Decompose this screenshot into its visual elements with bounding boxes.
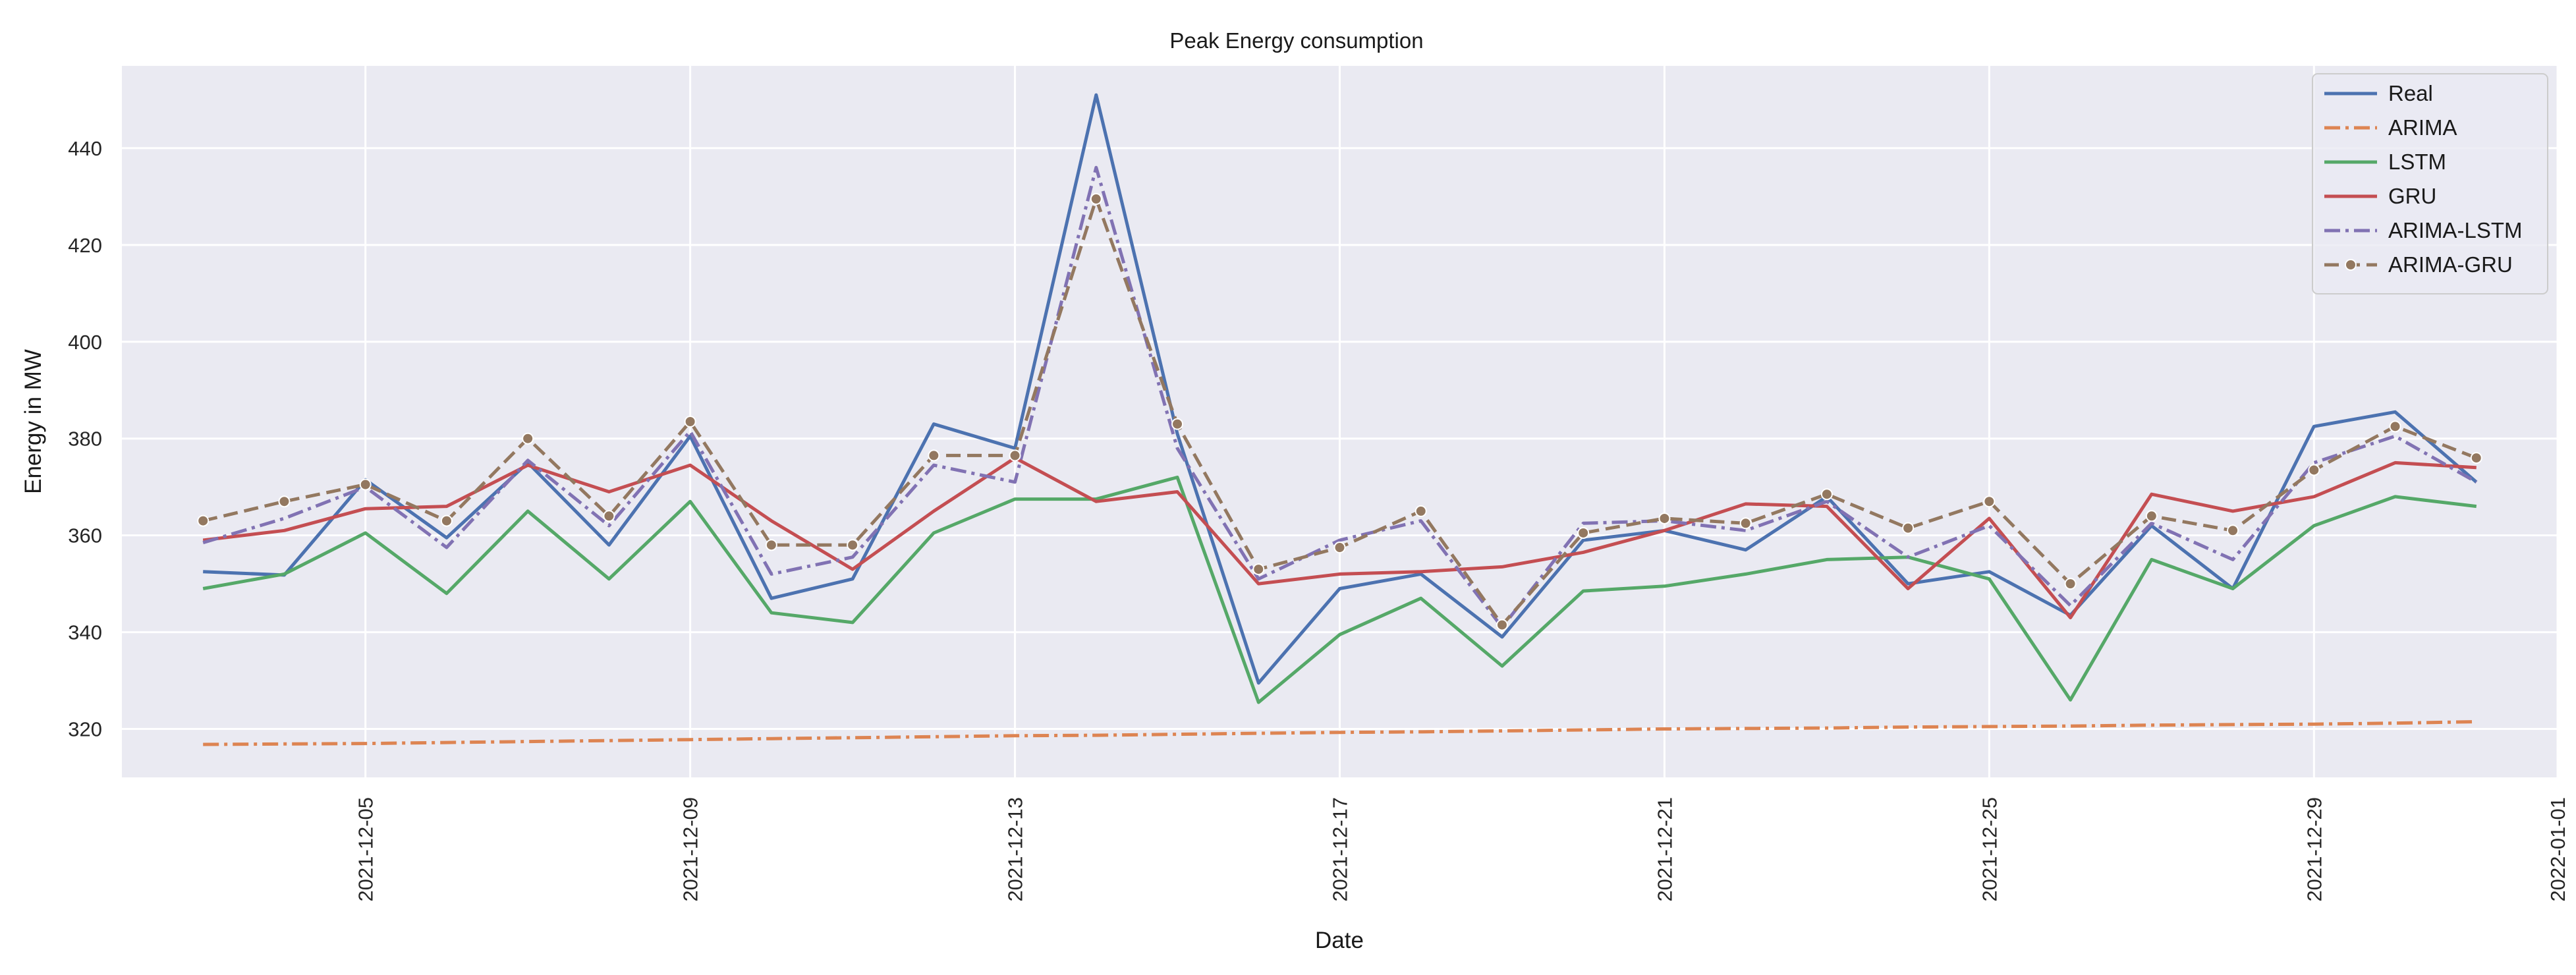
series-point-arima-gru: [1902, 522, 1915, 534]
series-point-arima-gru: [1090, 193, 1102, 206]
series-point-arima-gru: [440, 515, 453, 527]
series-point-arima-gru: [765, 539, 777, 551]
series-point-arima-gru: [1820, 488, 1833, 501]
series-point-arima-gru: [1009, 449, 1021, 462]
series-point-arima-gru: [1252, 563, 1265, 576]
series-point-arima-gru: [1983, 495, 1996, 508]
x-tick-label: 2022-01-01: [2546, 797, 2569, 902]
grid: [122, 66, 2559, 777]
series-point-arima-gru: [684, 416, 696, 428]
series-point-arima-gru: [1414, 505, 1427, 517]
series-point-arima-gru: [603, 510, 615, 522]
series-point-arima-gru: [2389, 420, 2401, 433]
series-point-arima-gru: [2064, 578, 2077, 590]
y-tick-label: 340: [68, 621, 102, 644]
x-tick-label: 2021-12-09: [679, 797, 702, 902]
series-point-arima-gru: [359, 478, 372, 491]
legend-label-gru: GRU: [2388, 184, 2436, 208]
series-line-lstm: [202, 476, 2477, 704]
x-axis-label: Date: [1315, 928, 1364, 953]
series-point-arima-gru: [1496, 619, 1508, 631]
x-tick-label: 2021-12-05: [354, 797, 378, 902]
x-tick-label: 2021-12-21: [1653, 797, 1676, 902]
series-line-arima: [203, 720, 2477, 746]
legend-label-arima: ARIMA: [2388, 115, 2457, 140]
y-tick-label: 400: [68, 331, 102, 354]
series-point-arima-gru: [1658, 512, 1671, 524]
tick-labels: 320 340 360 380 400 420 440 2021-12-05 2021-12-0…: [68, 137, 2569, 902]
y-axis-label: Energy in MW: [20, 349, 46, 494]
series-point-arima-gru: [1739, 517, 1752, 530]
legend-label-arima-lstm: ARIMA-LSTM: [2388, 218, 2523, 242]
legend: Real ARIMA LSTM GRU ARIMA-LSTM ARIMA-GRU: [2312, 73, 2548, 294]
series-point-arima-gru: [2227, 524, 2239, 537]
series-group: [197, 93, 2482, 746]
y-tick-label: 420: [68, 234, 102, 257]
series-point-arima-gru: [1171, 418, 1184, 430]
y-tick-label: 440: [68, 137, 102, 160]
series-point-arima-gru: [278, 495, 291, 508]
x-tick-label: 2021-12-25: [1978, 797, 2001, 902]
series-point-arima-gru: [197, 515, 210, 527]
series-point-arima-gru: [928, 449, 940, 462]
series-point-arima-gru: [2470, 452, 2482, 464]
y-tick-label: 320: [68, 718, 102, 741]
series-line-gru: [202, 456, 2477, 620]
legend-label-real: Real: [2388, 81, 2433, 105]
legend-label-arima-gru: ARIMA-GRU: [2388, 252, 2513, 277]
x-tick-label: 2021-12-17: [1329, 797, 1352, 902]
series-point-arima-gru: [1577, 526, 1590, 539]
y-tick-label: 360: [68, 524, 102, 547]
x-tick-label: 2021-12-13: [1004, 797, 1027, 902]
series-line-real: [203, 93, 2478, 685]
series-point-arima-gru: [2308, 464, 2320, 476]
chart-title: Peak Energy consumption: [1169, 28, 1423, 53]
legend-label-lstm: LSTM: [2388, 150, 2446, 174]
series-point-arima-gru: [2145, 510, 2158, 522]
legend-box: [2312, 73, 2548, 294]
series-line-arima-lstm: [202, 165, 2478, 629]
series-point-arima-gru: [1333, 542, 1346, 554]
y-tick-label: 380: [68, 428, 102, 451]
legend-marker-arima-gru: [2345, 259, 2357, 271]
series-point-arima-gru: [847, 539, 859, 551]
x-tick-label: 2021-12-29: [2303, 797, 2326, 902]
series-point-arima-gru: [522, 432, 534, 445]
